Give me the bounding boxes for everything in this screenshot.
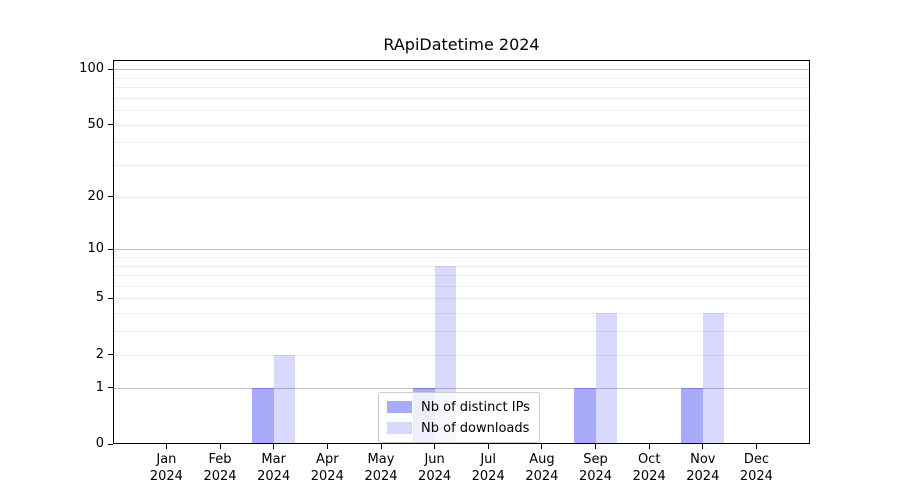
y-tick-label: 0 <box>95 436 104 451</box>
x-tick-mark <box>380 444 382 449</box>
x-tick-year: 2024 <box>739 469 773 484</box>
x-tick-year: 2024 <box>257 469 291 484</box>
x-tick-label: Jul 2024 <box>448 451 528 485</box>
y-tick-label: 100 <box>79 61 104 76</box>
legend-swatch-distinct-ips-icon <box>387 401 412 413</box>
y-tick-label: 10 <box>87 241 104 257</box>
x-tick-label: Oct 2024 <box>609 451 689 485</box>
y-tick-mark <box>108 297 113 299</box>
gridline-minor <box>113 77 810 79</box>
x-tick-label: May 2024 <box>341 451 421 485</box>
y-tick-mark <box>108 387 113 389</box>
gridline-minor <box>113 265 810 267</box>
x-tick-year: 2024 <box>471 469 505 484</box>
gridline-minor <box>113 354 810 356</box>
x-tick-mark <box>165 444 167 449</box>
x-tick-label: Dec 2024 <box>716 451 796 485</box>
x-tick-month: Aug <box>529 452 555 467</box>
x-tick-mark <box>595 444 596 449</box>
bar-downloads <box>595 313 617 444</box>
gridline-major <box>113 249 810 251</box>
x-tick-label: Aug 2024 <box>502 451 582 485</box>
y-tick-mark <box>108 248 113 250</box>
bar-distinct-ips <box>252 387 274 444</box>
bar-downloads <box>273 354 296 444</box>
x-tick-label: Mar 2024 <box>234 451 314 485</box>
gridline-minor <box>113 275 810 276</box>
x-tick-label: Feb 2024 <box>180 451 260 485</box>
y-tick-label: 1 <box>95 379 104 395</box>
x-tick-year: 2024 <box>149 469 183 484</box>
chart-title: RApiDatetime 2024 <box>383 35 540 54</box>
y-tick-label: 20 <box>87 188 104 204</box>
gridline-minor <box>113 298 810 300</box>
x-tick-month: Jun <box>424 452 445 467</box>
legend: Nb of distinct IPs Nb of downloads <box>378 392 540 443</box>
gridline-minor <box>113 256 810 258</box>
legend-label-distinct-ips: Nb of distinct IPs <box>421 399 530 415</box>
x-tick-label: Jun 2024 <box>395 451 475 485</box>
x-tick-mark <box>219 444 221 449</box>
gridline-minor <box>113 196 810 198</box>
x-tick-mark <box>273 444 275 449</box>
gridline-minor <box>113 97 810 99</box>
x-tick-mark <box>434 444 436 449</box>
gridline-minor <box>113 124 810 126</box>
y-tick-mark <box>108 124 113 125</box>
x-tick-month: Sep <box>583 452 608 467</box>
bar-distinct-ips <box>574 387 596 444</box>
x-tick-mark <box>326 444 328 449</box>
x-tick-year: 2024 <box>686 469 720 484</box>
gridline-minor <box>113 313 810 315</box>
gridline-minor <box>113 331 810 333</box>
legend-item-downloads: Nb of downloads <box>387 419 530 437</box>
x-tick-label: Jan 2024 <box>126 451 206 485</box>
y-tick-mark <box>108 196 113 198</box>
x-tick-month: Jul <box>480 452 497 467</box>
legend-label-downloads: Nb of downloads <box>421 420 530 436</box>
x-tick-month: Dec <box>743 452 769 467</box>
x-tick-mark <box>648 444 650 449</box>
x-tick-mark <box>755 444 757 449</box>
x-tick-label: Nov 2024 <box>663 451 743 485</box>
gridline-minor <box>113 165 810 166</box>
legend-item-distinct-ips: Nb of distinct IPs <box>387 398 530 416</box>
x-tick-year: 2024 <box>418 469 452 484</box>
x-tick-mark <box>541 444 543 449</box>
x-tick-label: Sep 2024 <box>556 451 636 485</box>
y-tick-label: 5 <box>95 290 104 306</box>
gridline-major <box>113 387 810 389</box>
y-tick-label: 50 <box>87 116 104 132</box>
gridline-minor <box>113 87 810 88</box>
x-tick-year: 2024 <box>525 469 559 484</box>
gridline-minor <box>113 142 810 144</box>
y-tick-mark <box>108 443 113 445</box>
bar-downloads <box>702 313 725 444</box>
x-tick-year: 2024 <box>364 469 398 484</box>
x-tick-month: Oct <box>637 452 661 467</box>
x-tick-month: Feb <box>208 452 232 467</box>
gridline-major <box>113 69 810 70</box>
x-tick-year: 2024 <box>632 469 666 484</box>
x-tick-year: 2024 <box>310 469 344 484</box>
x-tick-mark <box>702 444 704 449</box>
x-tick-year: 2024 <box>578 469 613 484</box>
x-tick-year: 2024 <box>203 469 237 484</box>
x-tick-label: Apr 2024 <box>287 451 367 485</box>
y-tick-label: 2 <box>95 346 104 362</box>
bar-distinct-ips <box>681 387 703 444</box>
x-tick-month: Mar <box>261 452 286 467</box>
x-tick-month: Apr <box>316 452 339 467</box>
x-tick-month: May <box>367 452 395 467</box>
x-tick-month: Jan <box>156 452 177 467</box>
y-tick-mark <box>108 354 113 356</box>
plot-area <box>113 60 810 444</box>
gridline-minor <box>113 110 810 111</box>
x-tick-mark <box>487 444 489 449</box>
gridline-minor <box>113 285 810 287</box>
y-tick-mark <box>108 68 113 70</box>
legend-swatch-downloads-icon <box>387 422 412 434</box>
x-tick-month: Nov <box>690 452 716 467</box>
